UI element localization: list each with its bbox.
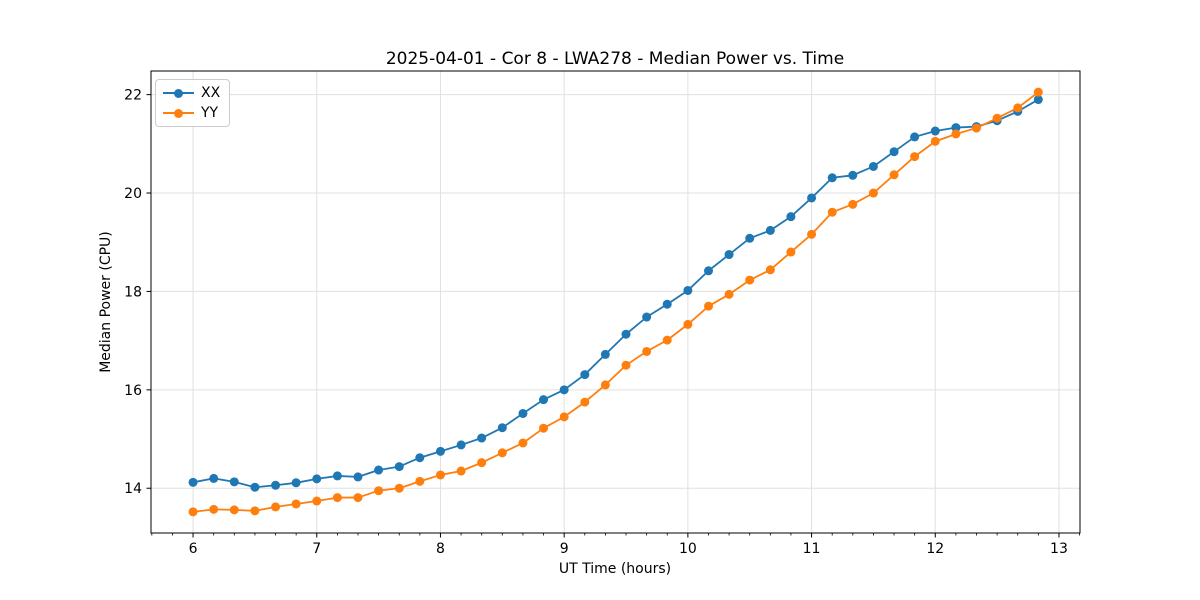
svg-text:20: 20 xyxy=(124,186,142,202)
grid-lines xyxy=(151,71,1080,533)
svg-text:18: 18 xyxy=(124,284,142,300)
svg-text:8: 8 xyxy=(436,541,445,557)
svg-text:9: 9 xyxy=(560,541,569,557)
legend-line-marker-icon xyxy=(163,88,194,98)
svg-text:11: 11 xyxy=(803,541,821,557)
svg-text:13: 13 xyxy=(1050,541,1068,557)
svg-text:6: 6 xyxy=(189,541,198,557)
chart-title: 2025-04-01 - Cor 8 - LWA278 - Median Pow… xyxy=(386,49,844,69)
svg-text:14: 14 xyxy=(124,481,142,497)
y-axis-label: Median Power (CPU) xyxy=(98,231,114,373)
legend-item-yy: YY xyxy=(163,103,220,123)
legend-label-xx: XX xyxy=(201,85,221,101)
svg-text:22: 22 xyxy=(124,88,142,104)
svg-text:12: 12 xyxy=(926,541,944,557)
x-axis-label: UT Time (hours) xyxy=(559,561,671,577)
legend-item-xx: XX xyxy=(163,83,220,103)
svg-text:10: 10 xyxy=(679,541,697,557)
svg-text:7: 7 xyxy=(312,541,321,557)
data-series xyxy=(188,87,1043,517)
axes xyxy=(146,70,1081,538)
legend: XX YY xyxy=(155,79,231,127)
legend-label-yy: YY xyxy=(201,105,219,121)
svg-text:16: 16 xyxy=(124,383,142,399)
legend-line-marker-icon xyxy=(163,108,194,118)
tick-labels: 6 7 8 9 10 11 12 13 14 16 18 20 22 xyxy=(124,88,1068,557)
